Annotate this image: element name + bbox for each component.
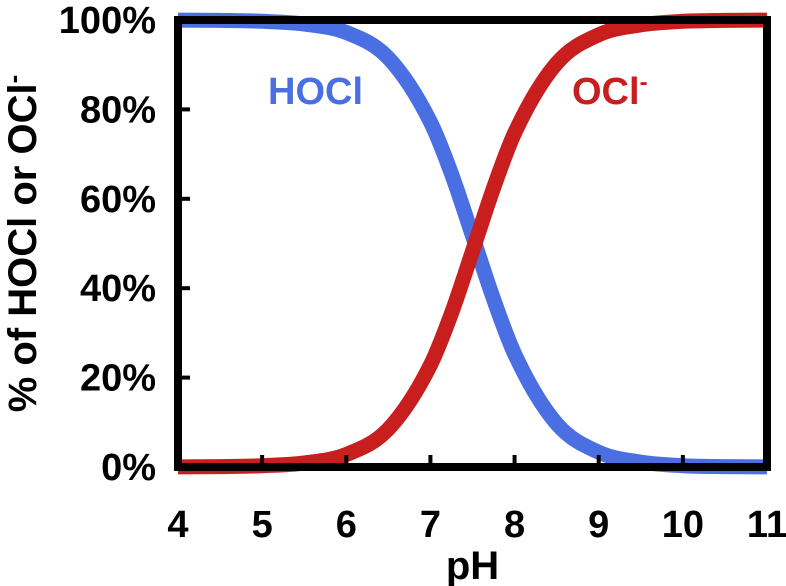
series-label-ocl: OCl-	[572, 69, 648, 113]
x-tick-label: 8	[504, 504, 525, 546]
y-tick-label: 20%	[80, 358, 156, 400]
y-axis-title-text: % of HOCl or OCl	[1, 83, 45, 412]
x-tick-label: 7	[420, 504, 441, 546]
x-tick-label: 9	[588, 504, 609, 546]
x-axis-title: pH	[446, 544, 499, 586]
y-tick-label: 40%	[80, 268, 156, 310]
y-tick-label: 100%	[59, 0, 156, 42]
y-axis-title: % of HOCl or OCl-	[0, 75, 45, 413]
y-tick-label: 80%	[80, 89, 156, 131]
x-tick-label: 11	[747, 504, 786, 546]
x-tick-label: 4	[167, 504, 188, 546]
x-tick-label: 6	[336, 504, 357, 546]
curve-layer	[177, 12, 768, 475]
x-tick-label: 10	[662, 504, 704, 546]
x-tick-label: 5	[252, 504, 273, 546]
plot-frame	[174, 16, 771, 471]
y-axis-title-superscript: -	[0, 75, 28, 84]
series-line-ocl	[177, 12, 768, 475]
y-tick-label: 0%	[101, 447, 156, 489]
y-axis-title-group: % of HOCl or OCl-	[0, 75, 45, 413]
tick-layer: 4 5 6 7 8 9 10 11 0% 20% 40% 60% 80% 100%	[59, 0, 786, 546]
series-label-text: HOCl	[268, 71, 363, 113]
series-label-text: OCl	[572, 71, 640, 113]
y-tick-label: 60%	[80, 179, 156, 221]
series-label-superscript: -	[640, 69, 648, 96]
series-label-hocl: HOCl	[268, 71, 363, 113]
series-label-layer: HOCl OCl-	[268, 69, 648, 113]
